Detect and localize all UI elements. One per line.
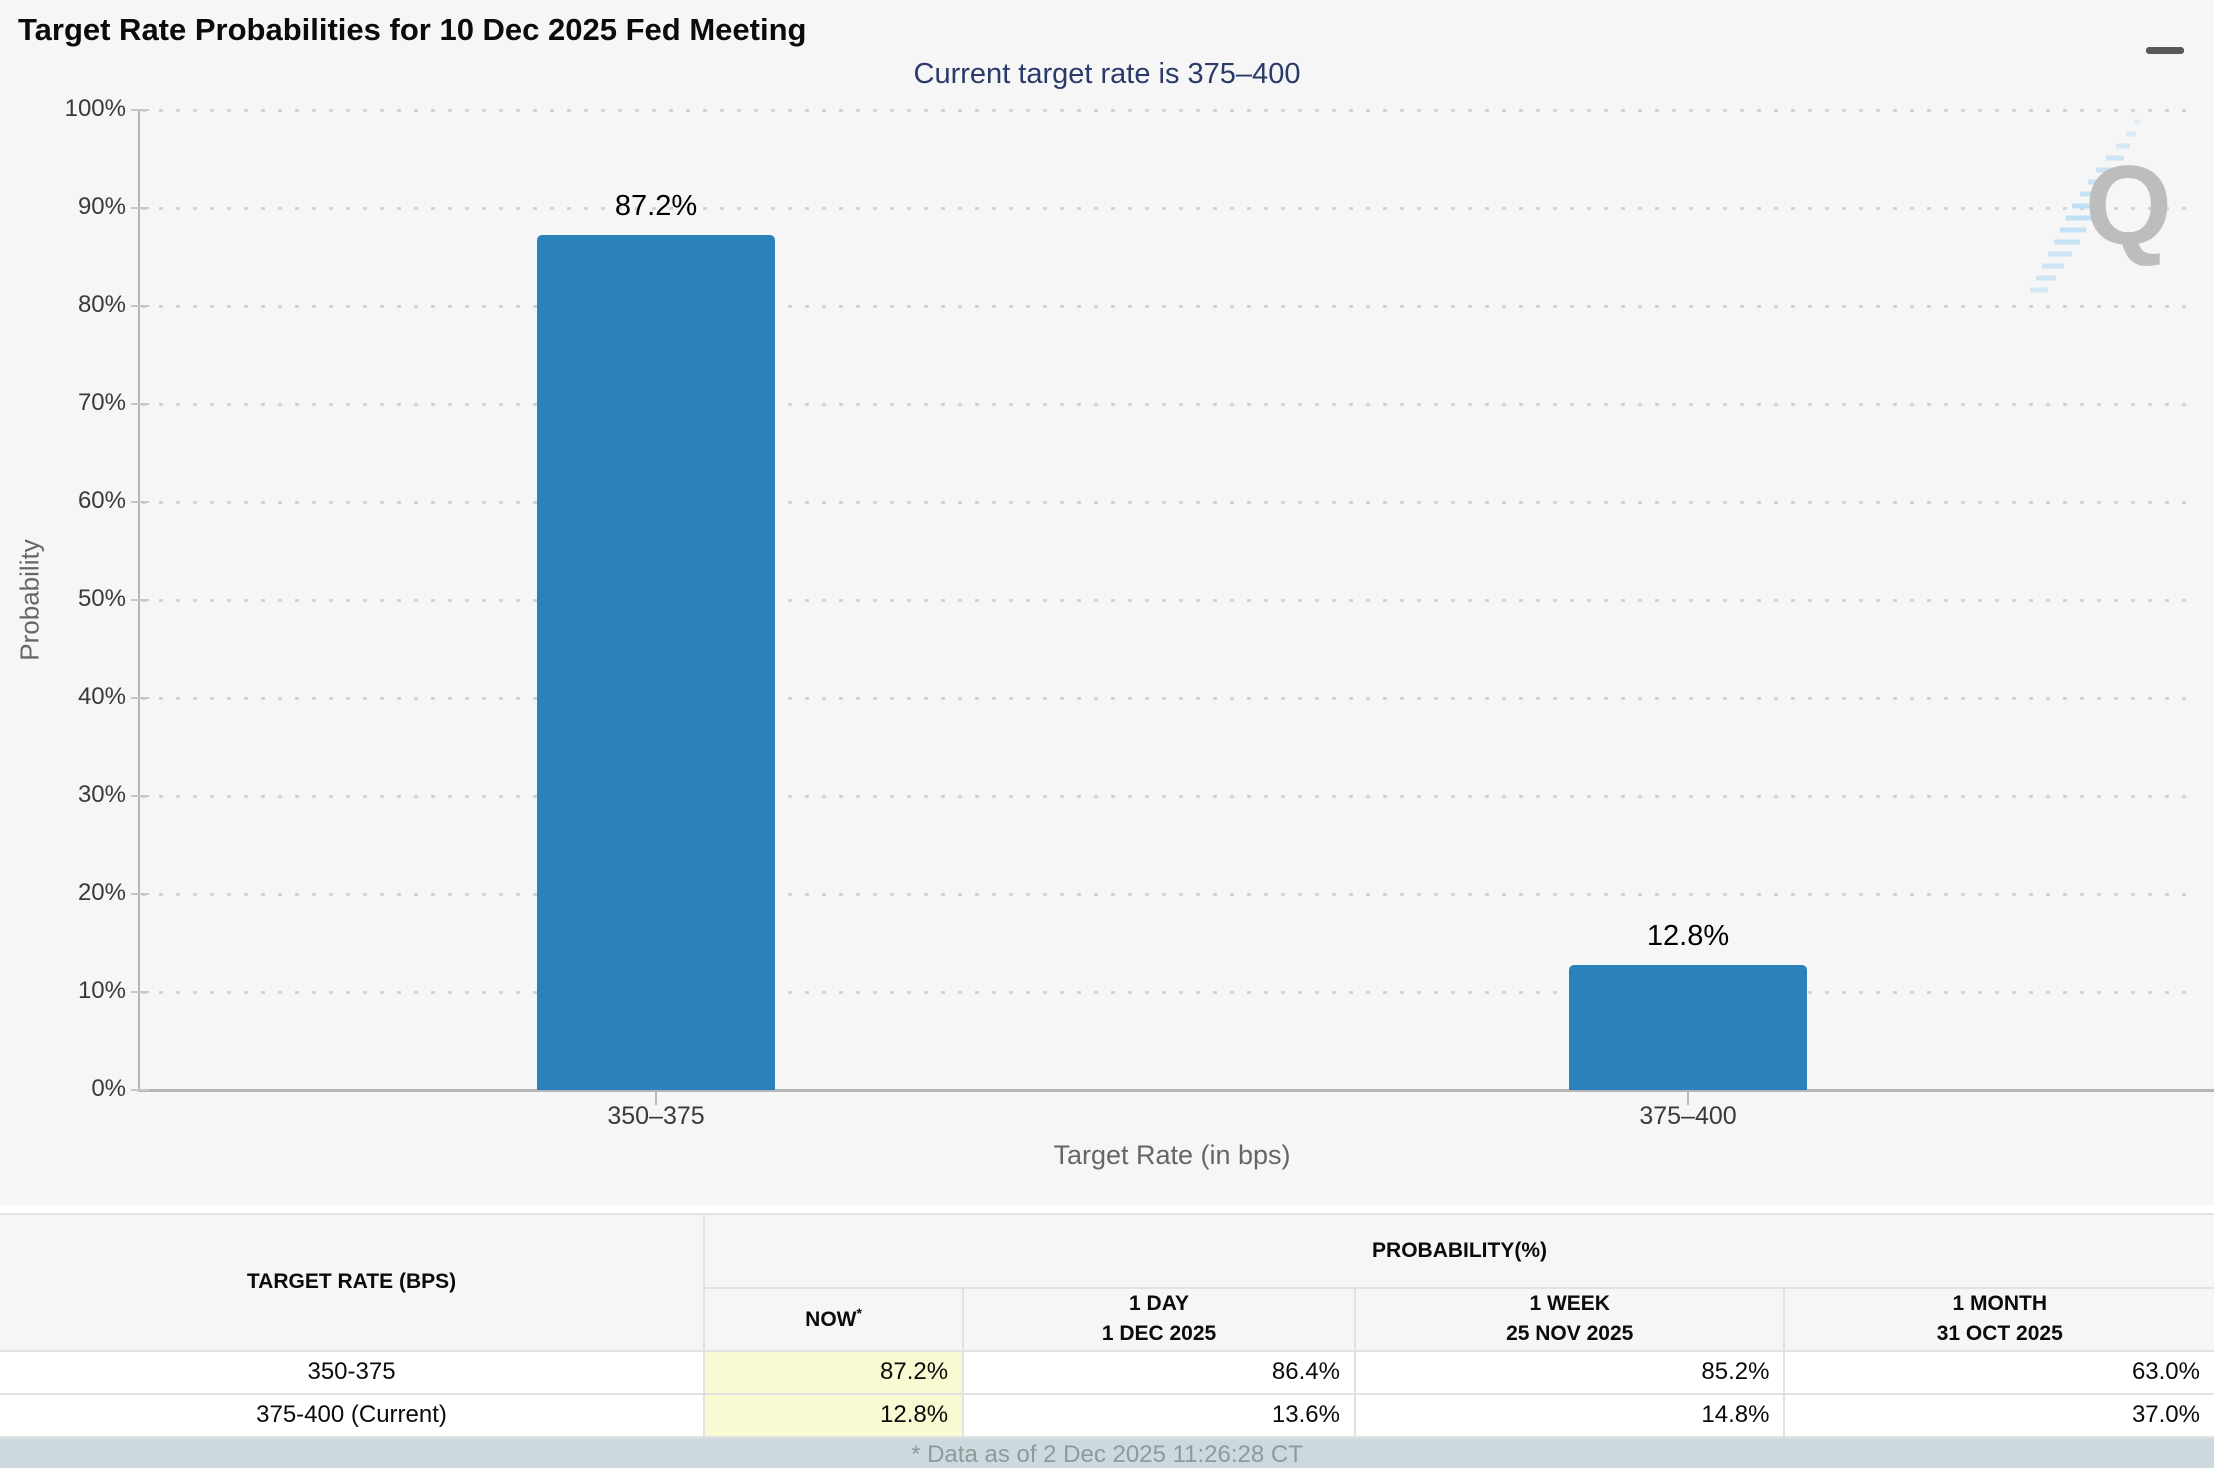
y-axis-tick-label: 30% — [77, 781, 126, 808]
header-1-week: 1 WEEK 25 NOV 2025 — [1353, 1287, 1786, 1352]
y-axis-labels: 0% 10% 20% 30% 40% 50% 60% 70% 80% 90% 100% — [0, 95, 126, 1102]
chart-subtitle: Current target rate is 375–400 — [913, 58, 1301, 90]
y-axis-tick — [131, 991, 149, 993]
y-axis-tick-label: 50% — [77, 585, 126, 612]
gridline — [142, 304, 2186, 308]
y-axis-tick — [131, 109, 149, 111]
probability-table: TARGET RATE (BPS) PROBABILITY(%) NOW* 1 … — [0, 1213, 2214, 1438]
gridline — [142, 206, 2186, 210]
period-date: 25 NOV 2025 — [1506, 1322, 1634, 1346]
rate-range: 375-400 (Current) — [0, 1392, 706, 1438]
header-target-rate: TARGET RATE (BPS) — [0, 1213, 706, 1352]
x-axis-line — [138, 1089, 2214, 1092]
bar-value-label: 87.2% — [614, 190, 698, 223]
probability-bar — [537, 235, 775, 1090]
prob-1-day: 13.6% — [962, 1392, 1356, 1438]
plot-area: 87.2% 12.8% — [131, 108, 2204, 1091]
table-row-350-375: 350-375 87.2% 86.4% 85.2% 63.0% — [0, 1349, 2214, 1395]
data-as-of-note: * Data as of 2 Dec 2025 11:26:28 CT — [911, 1441, 1303, 1468]
hamburger-bar — [2146, 47, 2184, 54]
gridline — [142, 402, 2186, 406]
header-1-day: 1 DAY 1 DEC 2025 — [962, 1287, 1356, 1352]
probability-bar — [1569, 964, 1807, 1090]
x-axis-title: Target Rate (in bps) — [1053, 1140, 1291, 1170]
period-label: 1 WEEK — [1529, 1292, 1610, 1315]
gridline — [142, 892, 2186, 896]
y-axis-tick-label: 80% — [77, 291, 126, 318]
header-now: NOW* — [704, 1287, 965, 1352]
table-row-375-400: 375-400 (Current) 12.8% 13.6% 14.8% 37.0… — [0, 1392, 2214, 1438]
gridline — [142, 500, 2186, 504]
period-label: 1 MONTH — [1952, 1292, 2047, 1315]
gridline — [142, 990, 2186, 994]
y-axis-tick-label: 10% — [77, 977, 126, 1004]
period-date: 31 OCT 2025 — [1936, 1322, 2063, 1346]
gridline — [142, 108, 2186, 112]
prob-1-month: 37.0% — [1783, 1392, 2214, 1438]
footer-bar: * Data as of 2 Dec 2025 11:26:28 CT — [0, 1437, 2214, 1468]
prob-now: 12.8% — [703, 1392, 965, 1438]
prob-1-day: 86.4% — [962, 1349, 1356, 1395]
y-axis-tick — [131, 1089, 149, 1091]
now-label: NOW — [805, 1308, 857, 1332]
now-asterisk: * — [856, 1305, 862, 1322]
y-axis-tick — [131, 599, 149, 601]
probability-chart: Target Rate Probabilities for 10 Dec 202… — [0, 12, 2214, 1170]
hamburger-menu-icon[interactable] — [2146, 20, 2190, 60]
rate-range: 350-375 — [0, 1349, 706, 1395]
y-axis-tick — [131, 305, 149, 307]
y-axis-tick — [131, 795, 149, 797]
y-axis-tick — [131, 697, 149, 699]
gridline — [142, 696, 2186, 700]
y-axis-tick-label: 70% — [77, 389, 126, 416]
page-title: Target Rate Probabilities for 10 Dec 202… — [18, 12, 807, 47]
period-label: 1 DAY — [1129, 1292, 1189, 1315]
y-axis-tick-label: 100% — [64, 95, 126, 122]
y-axis-title: Probability — [14, 539, 45, 661]
x-axis-tick — [1687, 1092, 1689, 1105]
x-axis-tick — [655, 1092, 657, 1105]
y-axis-tick — [131, 207, 149, 209]
y-axis-tick-label: 0% — [91, 1075, 126, 1102]
header-probability-group: PROBABILITY(%) — [703, 1213, 2214, 1289]
prob-1-week: 14.8% — [1353, 1392, 1786, 1438]
section-divider — [0, 1205, 2214, 1213]
prob-1-month: 63.0% — [1783, 1349, 2214, 1395]
bar-value-label: 12.8% — [1646, 919, 1730, 952]
gridline — [142, 794, 2186, 798]
header-1-month: 1 MONTH 31 OCT 2025 — [1783, 1287, 2214, 1352]
period-date: 1 DEC 2025 — [1101, 1322, 1217, 1346]
y-axis-tick — [131, 403, 149, 405]
prob-1-week: 85.2% — [1353, 1349, 1786, 1395]
y-axis-tick — [131, 893, 149, 895]
y-axis-tick-label: 40% — [77, 683, 126, 710]
prob-now: 87.2% — [703, 1349, 965, 1395]
x-axis-category-label: 350–375 — [607, 1102, 705, 1130]
y-axis-tick — [131, 501, 149, 503]
y-axis-tick-label: 90% — [77, 193, 126, 220]
y-axis-tick-label: 60% — [77, 487, 126, 514]
x-axis-category-label: 375–400 — [1639, 1102, 1737, 1130]
y-axis-tick-label: 20% — [77, 879, 126, 906]
gridline — [142, 598, 2186, 602]
